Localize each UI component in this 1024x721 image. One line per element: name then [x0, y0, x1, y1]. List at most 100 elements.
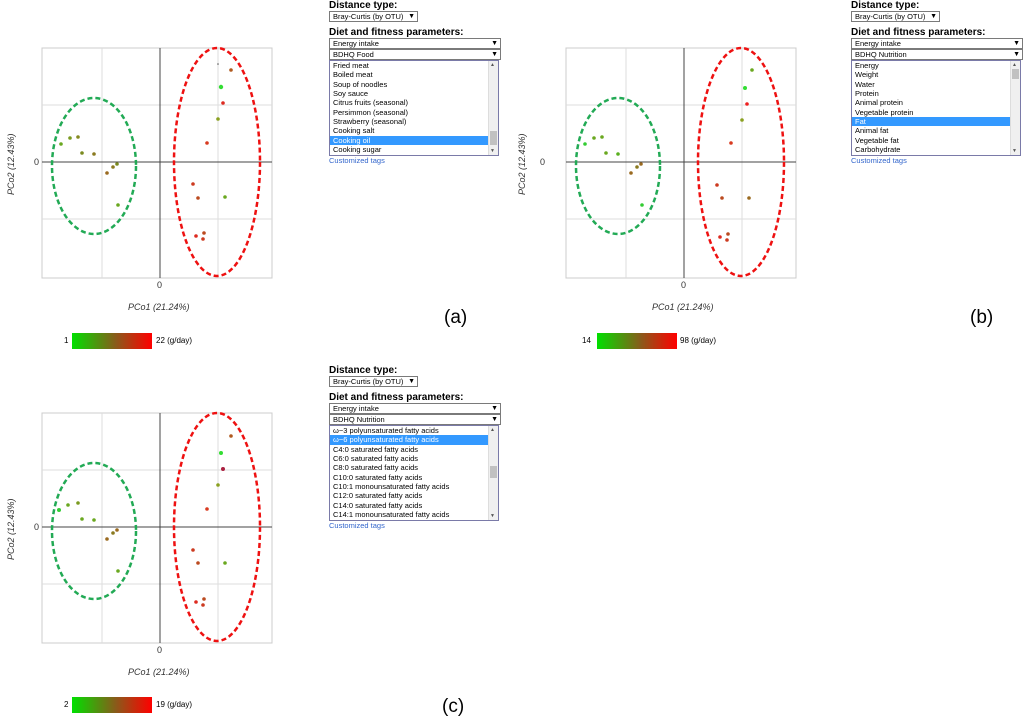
sample-point — [725, 238, 729, 242]
scroll-down-icon[interactable]: ▼ — [1012, 148, 1017, 154]
list-option[interactable]: Cooking sugar — [333, 145, 382, 155]
list-option-selected[interactable]: Fat — [852, 117, 1010, 127]
sample-point — [720, 196, 724, 200]
scroll-down-icon[interactable]: ▼ — [490, 148, 495, 154]
subcategory-select[interactable]: BDHQ Food ▼ — [329, 49, 501, 60]
scrollbar-thumb[interactable] — [490, 131, 497, 145]
list-option-selected[interactable]: ω−6 polyunsaturated fatty acids — [330, 435, 488, 445]
scroll-up-icon[interactable]: ▲ — [490, 62, 495, 68]
color-gradient-bar — [72, 697, 152, 713]
pcoa-plot-a-svg: 0 0 PCo1 (21.24%) PCo2 (12.43%) — [6, 46, 273, 312]
sample-point — [111, 531, 115, 535]
list-option[interactable]: Protein — [855, 89, 879, 99]
list-option[interactable]: ω−3 polyunsaturated fatty acids — [333, 426, 439, 435]
chevron-down-icon: ▼ — [491, 416, 498, 423]
category-select-value: Energy intake — [333, 39, 379, 48]
pcoa-plot-c: 0 0 PCo1 (21.24%) PCo2 (12.43%) — [4, 411, 274, 693]
sample-point — [202, 597, 206, 601]
list-option[interactable]: Citrus fruits (seasonal) — [333, 98, 409, 108]
subcategory-select[interactable]: BDHQ Nutrition ▼ — [329, 414, 501, 425]
parameter-listbox[interactable]: Energy Weight Water Protein Animal prote… — [851, 60, 1021, 156]
chevron-down-icon: ▼ — [1013, 40, 1020, 47]
list-option[interactable]: Persimmon (seasonal) — [333, 107, 409, 117]
distance-type-title: Distance type: — [329, 365, 398, 376]
sample-point — [201, 237, 205, 241]
sample-point — [221, 467, 225, 471]
list-option[interactable]: C4:0 saturated fatty acids — [333, 444, 419, 454]
panel-label: (c) — [442, 696, 465, 717]
plot-frame — [41, 412, 273, 644]
list-option[interactable]: C10:1 monounsaturated fatty acids — [333, 482, 450, 492]
category-select[interactable]: Energy intake ▼ — [329, 403, 501, 414]
scrollbar[interactable]: ▲ ▼ — [1010, 61, 1020, 155]
sample-point — [68, 136, 72, 140]
scrollbar-thumb[interactable] — [1012, 69, 1019, 79]
category-select[interactable]: Energy intake ▼ — [329, 38, 501, 49]
sample-point — [750, 68, 754, 72]
scroll-up-icon[interactable]: ▲ — [1012, 62, 1017, 68]
list-option[interactable]: Energy — [855, 61, 879, 70]
list-option[interactable]: Weight — [855, 70, 879, 80]
pcoa-plot-b: 0 0 PCo1 (21.24%) PCo2 (12.43%) — [517, 46, 798, 328]
customized-tags-link[interactable]: Customized tags — [851, 156, 907, 165]
sample-point — [592, 136, 596, 140]
list-option[interactable]: Cooking salt — [333, 126, 375, 136]
list-option-selected[interactable]: Cooking oil — [330, 135, 488, 146]
scrollbar[interactable]: ▲ ▼ — [488, 426, 498, 520]
sample-point — [116, 569, 120, 573]
customized-tags-link[interactable]: Customized tags — [329, 521, 385, 530]
sample-point — [217, 63, 219, 65]
sample-point — [635, 165, 639, 169]
red-cluster-ellipse — [172, 46, 262, 278]
parameter-listbox[interactable]: ω−3 polyunsaturated fatty acids ω−6 poly… — [329, 425, 499, 521]
list-option[interactable]: Soup of noodles — [333, 79, 388, 89]
scroll-down-icon[interactable]: ▼ — [490, 513, 495, 519]
distance-type-select[interactable]: Bray-Curtis (by OTU) ▼ — [329, 11, 418, 22]
sample-points — [57, 434, 233, 607]
list-option[interactable]: Vegetable protein — [855, 107, 914, 117]
list-option[interactable]: Carbohydrate — [855, 145, 901, 155]
list-option[interactable]: Animal protein — [855, 98, 903, 108]
sample-point — [105, 171, 109, 175]
list-option[interactable]: C6:0 saturated fatty acids — [333, 454, 419, 464]
list-option[interactable]: C14:1 monounsaturated fatty acids — [333, 510, 450, 520]
green-cluster-ellipse — [574, 96, 662, 236]
sample-point — [604, 151, 608, 155]
chevron-down-icon: ▼ — [491, 405, 498, 412]
subcategory-select[interactable]: BDHQ Nutrition ▼ — [851, 49, 1023, 60]
scrollbar[interactable]: ▲ ▼ — [488, 61, 498, 155]
list-option[interactable]: C12:0 saturated fatty acids — [333, 491, 423, 501]
list-option[interactable]: Animal fat — [855, 126, 889, 136]
controls-c: Distance type: Bray-Curtis (by OTU) ▼ Di… — [329, 365, 501, 531]
scroll-up-icon[interactable]: ▲ — [490, 427, 495, 433]
sample-point — [80, 517, 84, 521]
sample-point — [105, 537, 109, 541]
green-cluster-ellipse — [50, 96, 138, 236]
sample-point — [600, 135, 604, 139]
customized-tags-link[interactable]: Customized tags — [329, 156, 385, 165]
sample-point — [191, 548, 195, 552]
list-option[interactable]: C8:0 saturated fatty acids — [333, 463, 419, 473]
list-option[interactable]: Water — [855, 79, 875, 89]
category-select[interactable]: Energy intake ▼ — [851, 38, 1023, 49]
sample-point — [221, 101, 225, 105]
list-option[interactable]: Soy sauce — [333, 89, 369, 99]
chevron-down-icon: ▼ — [930, 13, 937, 20]
list-option[interactable]: Boiled meat — [333, 70, 373, 80]
list-option[interactable]: C10:0 saturated fatty acids — [333, 472, 423, 482]
distance-type-select[interactable]: Bray-Curtis (by OTU) ▼ — [329, 376, 418, 387]
sample-point — [205, 507, 209, 511]
list-option[interactable]: Strawberry (seasonal) — [333, 117, 407, 127]
list-option[interactable]: Vegetable fat — [855, 135, 899, 145]
sample-point — [59, 142, 63, 146]
sample-point — [629, 171, 633, 175]
scrollbar-thumb[interactable] — [490, 466, 497, 478]
list-option[interactable]: C14:0 saturated fatty acids — [333, 500, 423, 510]
distance-type-value: Bray-Curtis (by OTU) — [333, 377, 404, 386]
parameter-listbox[interactable]: Fried meat Boiled meat Soup of noodles S… — [329, 60, 499, 156]
sample-point — [194, 234, 198, 238]
distance-type-select[interactable]: Bray-Curtis (by OTU) ▼ — [851, 11, 940, 22]
legend-max: 19 (g/day) — [156, 700, 193, 709]
list-option[interactable]: Fried meat — [333, 61, 369, 70]
sample-point — [80, 151, 84, 155]
